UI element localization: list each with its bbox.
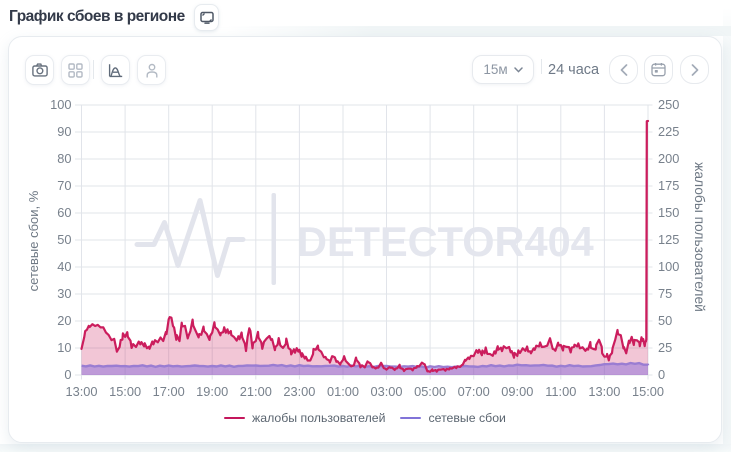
svg-text:50: 50 (658, 313, 672, 328)
svg-text:40: 40 (57, 259, 71, 274)
svg-text:50: 50 (57, 232, 71, 247)
svg-text:05:00: 05:00 (414, 384, 446, 399)
svg-text:0: 0 (658, 367, 665, 382)
svg-text:13:00: 13:00 (65, 384, 97, 399)
svg-text:200: 200 (658, 151, 679, 166)
svg-text:80: 80 (57, 151, 71, 166)
svg-text:225: 225 (658, 124, 679, 139)
svg-text:03:00: 03:00 (370, 384, 402, 399)
svg-text:20: 20 (57, 313, 71, 328)
svg-text:19:00: 19:00 (196, 384, 228, 399)
svg-text:100: 100 (50, 97, 71, 112)
svg-text:25: 25 (658, 340, 672, 355)
svg-text:23:00: 23:00 (283, 384, 315, 399)
svg-text:09:00: 09:00 (501, 384, 533, 399)
svg-text:10: 10 (57, 340, 71, 355)
svg-text:250: 250 (658, 97, 679, 112)
svg-text:70: 70 (57, 178, 71, 193)
svg-text:0: 0 (64, 367, 71, 382)
svg-text:13:00: 13:00 (588, 384, 620, 399)
svg-text:75: 75 (658, 286, 672, 301)
svg-text:30: 30 (57, 286, 71, 301)
svg-text:15:00: 15:00 (632, 384, 664, 399)
svg-text:сетевые сбои, %: сетевые сбои, % (26, 190, 41, 291)
svg-text:21:00: 21:00 (240, 384, 272, 399)
svg-text:60: 60 (57, 205, 71, 220)
svg-text:175: 175 (658, 178, 679, 193)
svg-text:100: 100 (658, 259, 679, 274)
svg-text:01:00: 01:00 (327, 384, 359, 399)
svg-text:150: 150 (658, 205, 679, 220)
svg-text:17:00: 17:00 (153, 384, 185, 399)
svg-text:11:00: 11:00 (545, 384, 576, 399)
svg-text:DETECTOR404: DETECTOR404 (297, 218, 594, 265)
svg-text:90: 90 (57, 124, 71, 139)
svg-text:07:00: 07:00 (458, 384, 490, 399)
svg-text:125: 125 (658, 232, 679, 247)
svg-text:15:00: 15:00 (109, 384, 141, 399)
svg-text:жалобы пользователей: жалобы пользователей (692, 162, 707, 312)
